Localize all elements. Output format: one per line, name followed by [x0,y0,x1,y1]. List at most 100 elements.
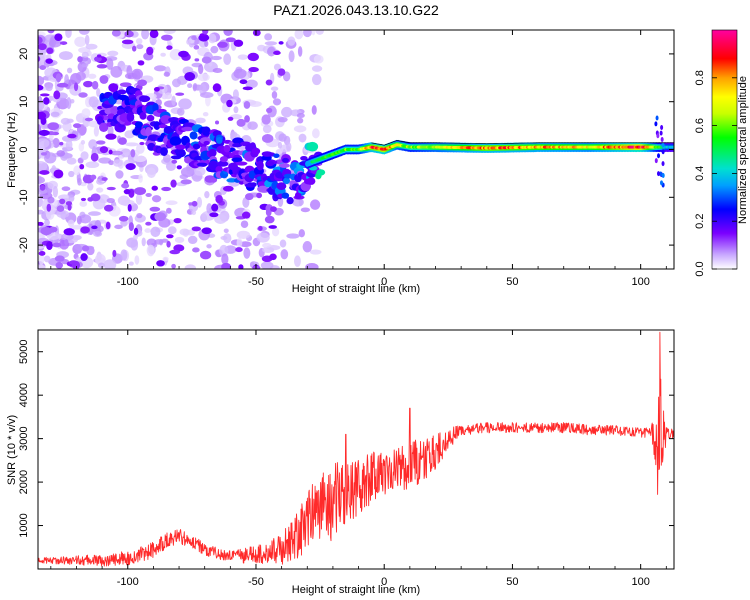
snr-plot-area [38,330,674,569]
spectrogram-edge-blob [657,153,661,159]
figure-title: PAZ1.2026.043.13.10.G22 [273,2,439,18]
spectrogram-noise-blob [288,50,295,63]
spectrogram-noise-blob [215,120,220,125]
spectrogram-ridge-trace [371,140,674,146]
spectrogram-noise-blob [187,83,193,89]
spectrogram-noise-blob [223,233,232,244]
spectrogram-noise-blob [161,34,173,41]
spectrogram-noise-blob [293,125,307,133]
spectrogram-noise-blob [146,167,156,179]
spectrogram-noise-blob [76,215,82,225]
spectrogram-ridge-blob [160,114,172,124]
spectrogram-noise-blob [214,213,227,224]
spectrogram-noise-blob [223,228,229,234]
spectrogram-noise-blob [240,220,249,229]
spectrogram-noise-blob [233,106,239,114]
spectrogram-ridge-blob [250,182,257,187]
spectrogram-noise-blob [46,241,53,251]
spectrogram-noise-blob [85,43,98,50]
spectrogram-ridge-blob [300,155,308,161]
spectrogram-noise-blob [242,86,253,91]
spectrogram-noise-blob [221,253,229,265]
spectrogram-ridge-blob [257,181,267,187]
spectrogram-noise-blob [38,138,50,149]
spectrogram-ridge-blob [160,147,168,156]
spectrogram-noise-blob [45,58,53,64]
spectrogram-y-tick-label: -20 [18,237,30,253]
spectrogram-noise-blob [108,149,113,155]
spectrogram-ridge-blob [216,160,229,167]
spectrogram-noise-blob [277,116,288,123]
spectrogram-noise-blob [176,108,185,116]
spectrogram-noise-blob [275,149,283,155]
spectrogram-y-ticks: -20 -10 0 10 20 [18,48,674,253]
spectrogram-noise-blob [46,203,52,212]
spectrogram-ridge-blob [286,196,294,205]
spectrogram-noise-blob [97,262,105,269]
colorbar-label: Normalized spectral amplitude [737,76,749,224]
snr-x-tick-label: 0 [381,576,387,588]
spectrogram-noise-blob [45,84,53,92]
spectrogram-noise-blob [39,93,50,97]
colorbar-gradient [712,30,737,269]
spectrogram-noise-blob [74,36,87,47]
spectrogram-y-tick-label: 10 [18,96,30,108]
spectrogram-noise-blob [256,232,270,243]
spectrogram-noise-blob [80,226,90,234]
spectrogram-noise-blob [97,54,102,58]
spectrogram-noise-blob [107,50,119,57]
spectrogram-noise-blob [167,226,177,235]
spectrogram-noise-blob [78,30,90,35]
spectrogram-edge-blob [661,161,665,167]
spectrogram-noise-blob [256,192,263,199]
spectrogram-noise-blob [171,95,176,106]
spectrogram-edge-blob [660,137,664,143]
spectrogram-noise-blob [118,215,129,222]
spectrogram-noise-blob [233,68,247,79]
spectrogram-noise-blob [221,262,232,269]
spectrogram-noise-blob [106,197,115,204]
colorbar-tick-label: 0.8 [694,70,706,85]
spectrogram-noise-blob [230,131,238,138]
spectrogram-noise-blob [248,67,259,73]
spectrogram-noise-blob [38,75,45,86]
spectrogram-ridge-blob [283,177,291,185]
spectrogram-edge-blob [656,133,660,139]
spectrogram-noise-blob [188,202,193,206]
spectrogram-noise-blob [311,105,317,115]
spectrogram-noise-blob [71,261,81,269]
spectrogram-noise-blob [59,41,68,45]
spectrogram-noise-blob [264,215,275,224]
spectrogram-blobs [38,30,674,269]
spectrogram-noise-blob [96,64,108,69]
spectrogram-noise-blob [239,79,248,85]
spectrogram-noise-blob [176,165,182,170]
spectrogram-noise-blob [38,264,46,269]
spectrogram-noise-blob [103,204,114,212]
spectrogram-noise-blob [311,73,322,86]
spectrogram-noise-blob [163,71,170,77]
spectrogram-noise-blob [146,46,154,56]
spectrogram-noise-blob [52,185,58,198]
snr-x-tick-label: -50 [248,576,264,588]
spectrogram-noise-blob [219,244,229,257]
spectrogram-noise-blob [292,197,304,207]
spectrogram-noise-blob [38,55,41,62]
spectrogram-noise-blob [77,56,83,63]
spectrogram-noise-blob [150,32,159,36]
spectrogram-noise-blob [38,111,47,120]
spectrogram-noise-blob [300,207,311,213]
spectrogram-noise-blob [79,200,88,207]
colorbar-tick-label: 0.6 [694,118,706,133]
spectrogram-x-tick-label: 100 [631,276,649,288]
spectrogram-noise-blob [233,39,244,47]
colorbar-tick-label: 0.4 [694,166,706,181]
spectrogram-noise-blob [81,63,89,68]
spectrogram-noise-blob [151,185,158,191]
spectrogram-noise-blob [187,235,198,245]
spectrogram-noise-blob [79,214,92,224]
spectrogram-ridge-blob [316,169,326,176]
spectrogram-noise-blob [222,185,234,192]
spectrogram-noise-blob [169,49,183,61]
